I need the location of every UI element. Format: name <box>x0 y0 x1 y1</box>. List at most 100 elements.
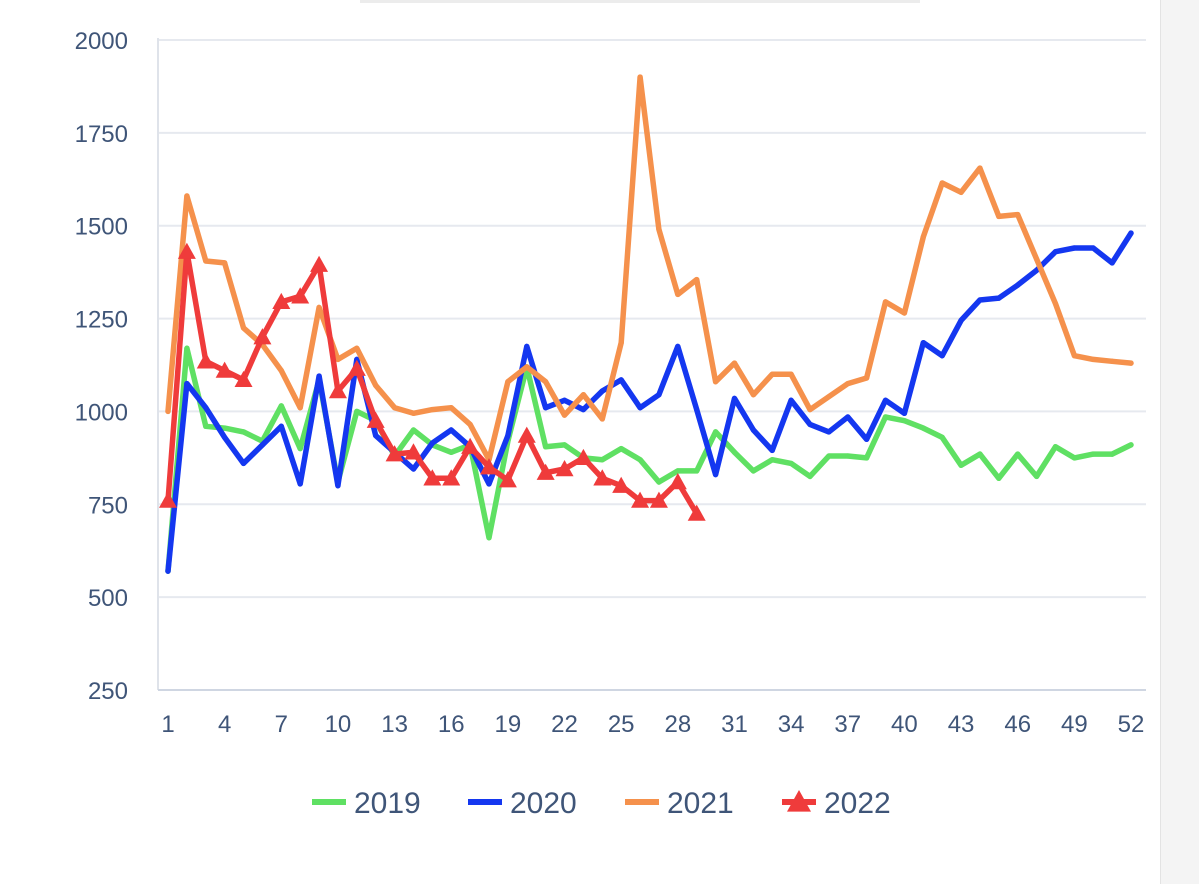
data-point <box>335 483 341 489</box>
x-tick-label: 31 <box>721 711 748 738</box>
data-point <box>996 295 1002 301</box>
data-point <box>826 429 832 435</box>
x-tick-label: 37 <box>834 711 861 738</box>
data-point <box>694 406 700 413</box>
data-point <box>1015 282 1021 288</box>
data-point <box>423 469 442 486</box>
data-point <box>278 367 284 374</box>
data-point <box>316 373 322 379</box>
data-point <box>807 406 813 413</box>
data-point <box>291 287 310 304</box>
y-tick-label: 500 <box>88 585 128 612</box>
data-point <box>845 414 851 420</box>
data-point <box>448 427 454 433</box>
data-point <box>203 423 209 429</box>
data-point <box>347 359 366 376</box>
data-point <box>561 412 568 418</box>
data-point <box>316 304 322 311</box>
data-point <box>882 299 889 305</box>
data-point <box>668 473 687 490</box>
data-point <box>599 457 605 463</box>
data-point <box>882 414 889 420</box>
data-point <box>184 193 190 199</box>
data-point <box>1109 451 1115 457</box>
series-line-2019 <box>165 345 1134 574</box>
legend-label: 2021 <box>667 787 734 820</box>
data-point <box>354 356 360 363</box>
data-point <box>184 345 190 351</box>
data-point <box>373 432 379 439</box>
data-point <box>977 451 983 457</box>
x-tick-label: 28 <box>664 711 691 738</box>
data-point <box>1090 451 1096 457</box>
x-tick-label: 52 <box>1118 711 1145 738</box>
data-point <box>637 457 643 463</box>
data-point <box>845 453 851 459</box>
legend-item-2021[interactable]: 2021 <box>625 787 734 820</box>
legend-item-2022[interactable]: 2022 <box>782 787 891 820</box>
data-point <box>391 405 398 411</box>
data-point <box>310 255 329 272</box>
data-point <box>712 471 719 478</box>
data-point <box>864 436 870 442</box>
data-point <box>165 568 171 574</box>
data-point <box>1052 444 1059 450</box>
data-point <box>656 226 662 233</box>
legend-item-2020[interactable]: 2020 <box>468 787 577 820</box>
data-point <box>354 408 360 415</box>
data-point <box>177 242 196 259</box>
right-edge-panel <box>1160 0 1199 884</box>
data-point <box>278 423 284 429</box>
data-point <box>505 432 511 439</box>
data-point <box>480 458 498 475</box>
y-tick-label: 2000 <box>75 28 128 55</box>
data-point <box>750 468 756 474</box>
series-line-2020 <box>165 230 1134 574</box>
data-point <box>385 445 404 462</box>
data-point <box>750 392 756 398</box>
data-point <box>184 380 190 387</box>
data-point <box>1128 442 1134 448</box>
data-point <box>517 426 536 443</box>
data-point <box>612 476 631 493</box>
data-point <box>222 260 228 266</box>
y-tick-labels: 2000 1750 1500 1250 1000 750 500 250 <box>75 28 128 705</box>
data-point <box>687 504 706 521</box>
data-point <box>297 481 303 487</box>
data-point <box>920 425 926 431</box>
data-point <box>769 371 775 377</box>
data-point <box>234 370 253 388</box>
data-point <box>222 425 228 431</box>
x-tick-label: 19 <box>495 711 522 738</box>
data-point <box>631 491 650 508</box>
legend-label: 2020 <box>510 787 577 820</box>
data-point <box>788 397 794 403</box>
grid-lines <box>158 39 1146 599</box>
data-point <box>328 382 347 399</box>
data-point <box>599 388 605 394</box>
legend[interactable]: 2019 2020 2021 2022 <box>312 787 891 820</box>
top-strip-divider <box>360 0 920 3</box>
data-point <box>618 377 624 383</box>
data-point <box>826 453 832 459</box>
data-point <box>1033 473 1040 480</box>
data-point <box>807 421 813 428</box>
data-point <box>486 481 492 487</box>
x-tick-label: 49 <box>1061 711 1088 738</box>
legend-item-2019[interactable]: 2019 <box>312 787 421 820</box>
data-point <box>694 468 700 474</box>
data-point <box>335 356 341 363</box>
series-2022 <box>159 242 706 521</box>
data-point <box>1109 260 1115 266</box>
data-point <box>649 491 668 508</box>
data-point <box>1052 301 1059 307</box>
data-point <box>272 292 291 310</box>
data-point <box>196 352 215 369</box>
axes <box>157 38 1146 691</box>
data-point <box>410 466 417 472</box>
data-point <box>297 445 303 452</box>
data-point <box>461 437 480 454</box>
data-point <box>1015 211 1021 218</box>
data-point <box>354 345 360 351</box>
